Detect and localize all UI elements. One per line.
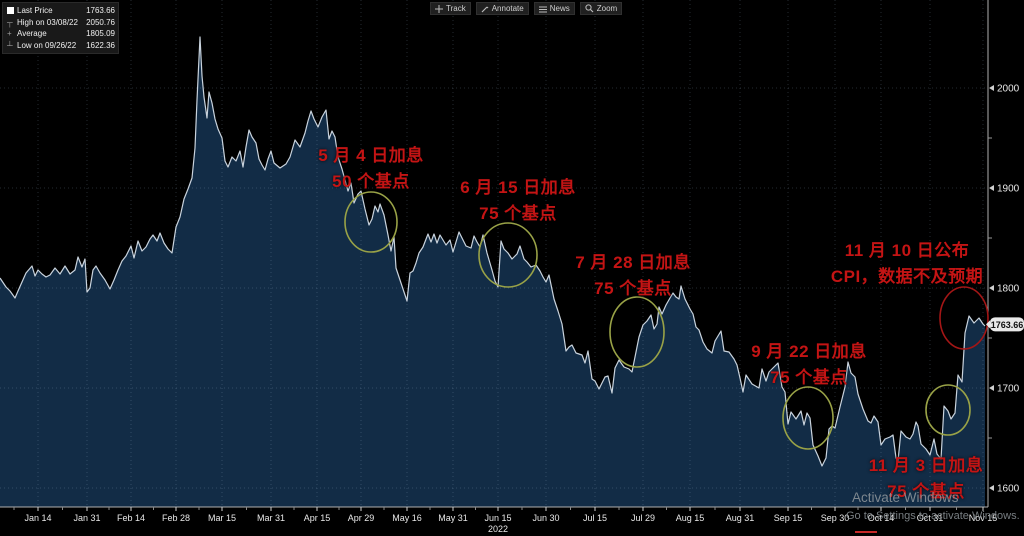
annotation-may4-rate-hike: 5 月 4 日加息 50 个基点	[288, 143, 454, 196]
average-marker-icon: +	[7, 29, 12, 39]
legend-value: 1805.09	[86, 29, 115, 39]
chart-legend: Last Price 1763.66 ┬ High on 03/08/22 20…	[2, 2, 119, 54]
annotation-line: 11 月 10 日公布	[844, 241, 970, 260]
annotate-button[interactable]: Annotate	[475, 2, 529, 15]
highlight-circle-nov3	[925, 384, 971, 436]
chart-toolbar: Track Annotate News Zoom	[430, 2, 623, 15]
zoom-label: Zoom	[596, 4, 618, 13]
x-axis-label: Oct 31	[917, 513, 944, 523]
annotation-line: 75 个基点	[594, 279, 672, 299]
x-axis-label: Sep 30	[821, 513, 850, 523]
x-axis-label: Jun 15	[484, 513, 511, 523]
annotation-line: 75 个基点	[887, 482, 965, 502]
annotation-line: 75 个基点	[479, 204, 557, 224]
zoom-magnifier-icon	[585, 4, 594, 13]
activate-windows-watermark-sub: Go to Settings to activate Windows.	[846, 510, 1020, 522]
annotation-line: 75 个基点	[770, 368, 848, 388]
y-axis-label: 1600	[997, 484, 1020, 495]
x-axis-label: Jul 15	[583, 513, 607, 523]
news-icon	[538, 6, 547, 12]
x-axis-year-label: 2022	[488, 524, 508, 534]
annotation-jun15-rate-hike: 6 月 15 日加息 75 个基点	[435, 175, 601, 228]
track-icon	[435, 4, 443, 13]
last-price-swatch-icon	[7, 7, 14, 15]
x-axis-label: Apr 15	[304, 513, 331, 523]
bottom-red-indicator	[855, 531, 877, 533]
y-tick-arrow	[989, 485, 994, 491]
annotation-line: 7 月 28 日加息	[575, 253, 691, 272]
annotation-line: CPI，数据不及预期	[830, 267, 984, 287]
x-axis-label: Mar 15	[208, 513, 236, 523]
last-price-notch	[986, 320, 990, 329]
legend-label: Average	[17, 29, 47, 39]
annotation-nov10-cpi: 11 月 10 日公布 CPI，数据不及预期	[820, 238, 994, 291]
x-axis-label: Nov 15	[969, 513, 998, 523]
y-tick-arrow	[989, 185, 994, 191]
legend-row-last-price[interactable]: Last Price 1763.66	[7, 5, 115, 17]
highlight-circle-jun15	[478, 222, 538, 288]
annotation-nov3-rate-hike: 11 月 3 日加息 75 个基点	[844, 453, 1008, 506]
annotate-icon	[481, 6, 489, 12]
legend-value: 1622.36	[86, 40, 115, 50]
annotation-line: 50 个基点	[332, 172, 410, 192]
annotation-line: 6 月 15 日加息	[460, 178, 576, 197]
high-marker-icon: ┬	[7, 17, 13, 27]
x-axis-label: Mar 31	[257, 513, 285, 523]
x-axis-label: Aug 15	[676, 513, 705, 523]
news-button[interactable]: News	[533, 2, 575, 15]
x-axis-label: Jan 31	[73, 513, 100, 523]
last-price-chip	[990, 317, 1024, 332]
low-marker-icon: ┴	[7, 40, 13, 50]
legend-label: Low on 09/26/22	[17, 40, 77, 50]
y-axis-label: 1800	[997, 284, 1020, 295]
legend-row-average[interactable]: + Average 1805.09	[7, 28, 115, 40]
y-axis-label: 1900	[997, 184, 1020, 195]
highlight-circle-may4	[344, 191, 398, 253]
x-axis-label: Jan 14	[24, 513, 51, 523]
annotation-sep22-rate-hike: 9 月 22 日加息 75 个基点	[726, 339, 892, 392]
legend-value: 2050.76	[86, 17, 115, 27]
price-line	[0, 36, 986, 467]
legend-value: 1763.66	[86, 6, 115, 16]
legend-row-low[interactable]: ┴ Low on 09/26/22 1622.36	[7, 40, 115, 52]
x-axis-label: Jul 29	[631, 513, 655, 523]
x-axis-label: Sep 15	[774, 513, 803, 523]
legend-row-high[interactable]: ┬ High on 03/08/22 2050.76	[7, 17, 115, 29]
y-tick-arrow	[989, 85, 994, 91]
x-axis-label: Feb 14	[117, 513, 145, 523]
track-button[interactable]: Track	[430, 2, 471, 15]
annotation-jul28-rate-hike: 7 月 28 日加息 75 个基点	[551, 250, 715, 303]
x-axis-label: Feb 28	[162, 513, 190, 523]
y-tick-arrow	[989, 285, 994, 291]
y-axis-label: 2000	[997, 84, 1020, 95]
y-tick-arrow	[989, 385, 994, 391]
x-axis-label: Oct 14	[868, 513, 895, 523]
x-axis-label: Apr 29	[348, 513, 375, 523]
annotation-line: 5 月 4 日加息	[318, 146, 424, 165]
x-axis-label: Jun 30	[532, 513, 559, 523]
annotate-label: Annotate	[491, 4, 524, 13]
last-price-value: 1763.66	[991, 320, 1024, 330]
legend-label: High on 03/08/22	[17, 17, 78, 27]
highlight-circle-nov10	[939, 286, 989, 350]
activate-windows-watermark: Activate Windows	[852, 490, 959, 505]
highlight-circle-jul28	[609, 296, 665, 368]
x-axis-label: May 16	[392, 513, 422, 523]
x-axis-label: Aug 31	[726, 513, 755, 523]
legend-label: Last Price	[17, 6, 53, 16]
highlight-circle-sep22	[782, 386, 834, 450]
annotation-line: 11 月 3 日加息	[868, 456, 984, 475]
annotation-line: 9 月 22 日加息	[751, 342, 867, 361]
x-axis-label: May 31	[438, 513, 468, 523]
y-axis-label: 1700	[997, 384, 1020, 395]
news-label: News	[549, 4, 570, 13]
track-label: Track	[446, 4, 466, 13]
zoom-button[interactable]: Zoom	[579, 2, 623, 15]
